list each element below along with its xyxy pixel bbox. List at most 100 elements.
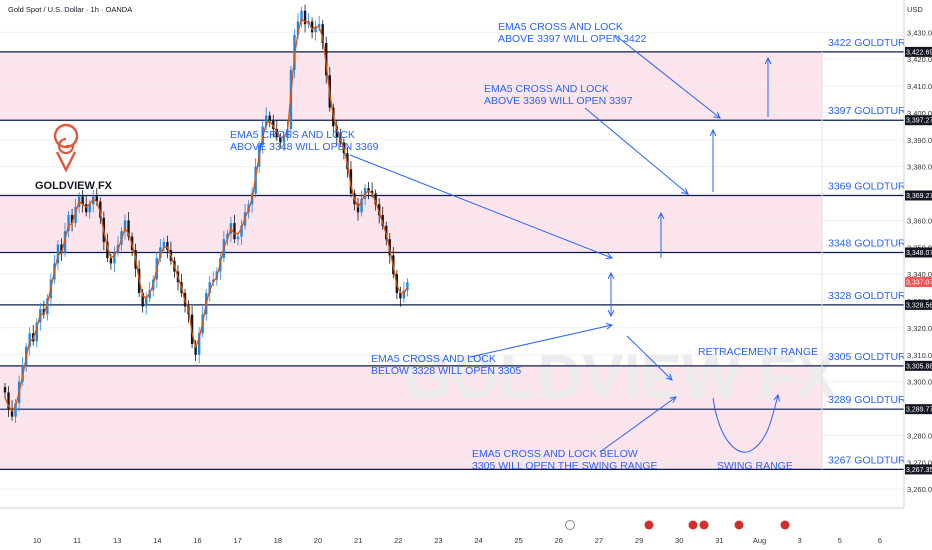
annotation-swing-line2: 3305 WILL OPEN THE SWING RANGE — [472, 460, 658, 472]
candle-body — [14, 403, 17, 417]
y-tick-label: 3,300.000 — [907, 378, 932, 387]
x-tick-label: 21 — [354, 536, 362, 545]
candle-body — [265, 115, 268, 127]
candle-body — [236, 236, 240, 240]
y-tick-label: 3,320.000 — [907, 324, 932, 333]
candle-body — [374, 193, 377, 205]
y-tick-label: 3,340.000 — [907, 270, 932, 279]
candle-body — [123, 220, 127, 232]
candle-body — [402, 290, 406, 299]
y-axis[interactable]: USD3,260.0003,270.0003,280.0003,290.0003… — [903, 0, 932, 550]
candle-body — [286, 129, 289, 138]
x-tick-label: 22 — [394, 536, 402, 545]
arrow-to-3422 — [614, 34, 720, 118]
candle-body — [317, 24, 321, 27]
candle-body — [127, 220, 130, 237]
y-tick-label: 3,410.000 — [907, 82, 932, 91]
annotation-3369-line1: EMA5 CROSS AND LOCK — [230, 129, 355, 141]
ema5-line — [4, 17, 408, 413]
goldturn-level-label: 3289 GOLDTURN — [828, 394, 913, 406]
candle-body — [356, 204, 360, 213]
x-tick-label: 24 — [474, 536, 482, 545]
arrow-retracement — [626, 335, 672, 380]
candle-body — [381, 215, 384, 226]
candle-body — [282, 137, 286, 143]
annotation-3422-line2: ABOVE 3397 WILL OPEN 3422 — [498, 33, 647, 45]
candle-body — [60, 244, 63, 253]
candle-body — [360, 198, 363, 213]
x-tick-label: 18 — [274, 536, 282, 545]
arrows — [349, 34, 778, 453]
y-tick-label: 3,310.000 — [907, 351, 932, 360]
us-flag-icon[interactable] — [644, 520, 654, 530]
level-price-tag-text: 3,397.273 — [906, 118, 932, 125]
level-price-tag-text: 3,422.694 — [906, 49, 932, 56]
candle-body — [208, 282, 211, 293]
retracement-range-label: RETRACEMENT RANGE — [698, 346, 818, 358]
x-tick-label: 23 — [434, 536, 442, 545]
level-price-tag-text: 3,305.883 — [906, 363, 932, 370]
x-tick-label: 25 — [514, 536, 522, 545]
level-price-tag-text: 3,328.567 — [906, 302, 932, 309]
zones-layer — [0, 51, 822, 470]
y-tick-label: 3,390.000 — [907, 136, 932, 145]
candle-body — [95, 196, 98, 202]
x-tick-label: 27 — [595, 536, 603, 545]
level-labels: 3422 GOLDTURN 3397 GOLDTURN 3369 GOLDTURN 3… — [828, 37, 913, 467]
annotation-3397-line1: EMA5 CROSS AND LOCK — [484, 83, 609, 95]
flash-event-icon[interactable] — [565, 520, 575, 530]
x-tick-label: 13 — [113, 536, 121, 545]
candle-body — [279, 137, 282, 143]
candle-body — [226, 233, 229, 240]
x-tick-label: 14 — [153, 536, 161, 545]
us-flag-icon[interactable] — [734, 520, 744, 530]
candle-body — [81, 196, 84, 205]
candle-body — [92, 196, 95, 205]
candle-body — [148, 290, 151, 299]
candle-body — [233, 223, 236, 240]
x-tick-label: 29 — [635, 536, 643, 545]
candle-body — [159, 247, 162, 259]
last-price-tag-text: 3,337.070 — [906, 280, 932, 287]
currency-label: USD — [907, 5, 923, 14]
candle-body — [145, 298, 148, 307]
x-tick-label: 30 — [675, 536, 683, 545]
y-tick-label: 3,380.000 — [907, 163, 932, 172]
y-tick-label: 3,360.000 — [907, 216, 932, 225]
level-price-tag — [905, 464, 932, 475]
x-tick-label: 17 — [234, 536, 242, 545]
y-tick-label: 3,260.000 — [907, 485, 932, 494]
annotation-3305-line1: EMA5 CROSS AND LOCK — [371, 353, 496, 365]
candle-body — [310, 21, 314, 33]
candle-body — [303, 10, 307, 25]
candle-body — [10, 408, 14, 417]
us-flag-icon[interactable] — [780, 520, 790, 530]
annotations: EMA5 CROSS AND LOCK ABOVE 3397 WILL OPEN… — [230, 21, 818, 472]
candle-body — [240, 225, 243, 237]
candle-body — [42, 309, 46, 315]
x-tick-label: 20 — [314, 536, 322, 545]
level-price-tag-text: 3,289.771 — [906, 407, 932, 414]
candle-body — [314, 26, 317, 33]
x-tick-label: 16 — [193, 536, 201, 545]
candle-body — [67, 215, 70, 232]
candle-body — [3, 387, 7, 393]
candle-body — [162, 241, 166, 248]
us-flag-icon[interactable] — [699, 520, 709, 530]
y-tick-label: 3,400.000 — [907, 109, 932, 118]
x-tick-label: 26 — [555, 536, 563, 545]
arrow-to-3328 — [469, 325, 612, 358]
goldturn-level-label: 3369 GOLDTURN — [828, 180, 913, 192]
logo-text: GOLDVIEW FX — [35, 180, 113, 192]
candle-body — [56, 244, 60, 264]
x-axis[interactable]: 10 11 13 14 16 17 18 20 21 22 23 24 25 26 27 29 30 31 Aug 3… — [0, 507, 904, 545]
goldturn-level-label: 3397 GOLDTURN — [828, 105, 913, 117]
arrow-to-3348 — [349, 154, 612, 258]
level-price-tag — [905, 190, 932, 201]
candle-body — [99, 201, 102, 218]
arrow-to-3397 — [584, 107, 688, 194]
candle-body — [275, 129, 279, 138]
x-tick-label: 5 — [838, 536, 842, 545]
us-flag-icon[interactable] — [688, 520, 698, 530]
